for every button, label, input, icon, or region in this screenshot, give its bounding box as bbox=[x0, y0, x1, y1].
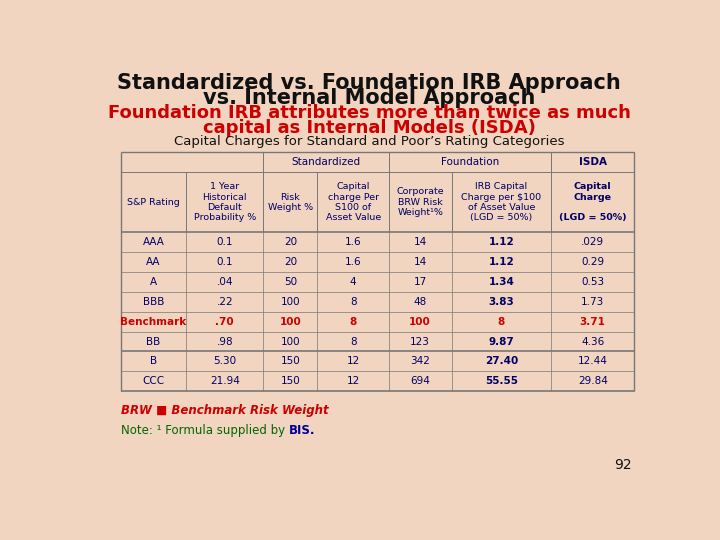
Text: 1.12: 1.12 bbox=[489, 237, 514, 247]
Text: 1.34: 1.34 bbox=[488, 277, 514, 287]
Text: CCC: CCC bbox=[143, 376, 165, 386]
Text: 14: 14 bbox=[413, 237, 427, 247]
Text: AAA: AAA bbox=[143, 237, 164, 247]
Text: Risk
Weight %: Risk Weight % bbox=[268, 193, 313, 212]
Text: Foundation IRB attributes more than twice as much: Foundation IRB attributes more than twic… bbox=[107, 104, 631, 122]
Text: 27.40: 27.40 bbox=[485, 356, 518, 367]
Text: 3.83: 3.83 bbox=[489, 297, 514, 307]
Text: BIS.: BIS. bbox=[289, 424, 315, 437]
Text: 100: 100 bbox=[281, 297, 300, 307]
Text: 12.44: 12.44 bbox=[577, 356, 608, 367]
Text: 29.84: 29.84 bbox=[577, 376, 608, 386]
Text: ISDA: ISDA bbox=[579, 157, 607, 167]
Text: 12: 12 bbox=[346, 356, 360, 367]
Text: BRW ■ Benchmark Risk Weight: BRW ■ Benchmark Risk Weight bbox=[121, 404, 328, 417]
Text: IRB Capital
Charge per $100
of Asset Value
(LGD = 50%): IRB Capital Charge per $100 of Asset Val… bbox=[462, 182, 541, 222]
Text: 0.1: 0.1 bbox=[217, 237, 233, 247]
Text: Benchmark: Benchmark bbox=[120, 317, 186, 327]
Text: 21.94: 21.94 bbox=[210, 376, 240, 386]
Text: Capital
Charge

(LGD = 50%): Capital Charge (LGD = 50%) bbox=[559, 182, 626, 222]
Text: capital as Internal Models (ISDA): capital as Internal Models (ISDA) bbox=[202, 119, 536, 137]
Text: 8: 8 bbox=[350, 336, 356, 347]
Text: 8: 8 bbox=[498, 317, 505, 327]
Text: 4: 4 bbox=[350, 277, 356, 287]
Text: 8: 8 bbox=[349, 317, 356, 327]
Text: 0.29: 0.29 bbox=[581, 257, 604, 267]
Text: .22: .22 bbox=[217, 297, 233, 307]
Text: 50: 50 bbox=[284, 277, 297, 287]
Text: 92: 92 bbox=[613, 458, 631, 472]
Text: .70: .70 bbox=[215, 317, 234, 327]
Text: 5.30: 5.30 bbox=[213, 356, 236, 367]
Text: Corporate
BRW Risk
Weight¹%: Corporate BRW Risk Weight¹% bbox=[396, 187, 444, 217]
Text: 342: 342 bbox=[410, 356, 430, 367]
Text: 4.36: 4.36 bbox=[581, 336, 604, 347]
Text: .98: .98 bbox=[217, 336, 233, 347]
Text: 1 Year
Historical
Default
Probability %: 1 Year Historical Default Probability % bbox=[194, 182, 256, 222]
Text: Capital Charges for Standard and Poor’s Rating Categories: Capital Charges for Standard and Poor’s … bbox=[174, 134, 564, 147]
Text: 48: 48 bbox=[413, 297, 427, 307]
Text: S&P Rating: S&P Rating bbox=[127, 198, 180, 207]
Text: 14: 14 bbox=[413, 257, 427, 267]
Text: 1.12: 1.12 bbox=[489, 257, 514, 267]
Text: .04: .04 bbox=[217, 277, 233, 287]
Text: AA: AA bbox=[146, 257, 161, 267]
Text: Foundation: Foundation bbox=[441, 157, 499, 167]
Text: vs. Internal Model Approach: vs. Internal Model Approach bbox=[203, 88, 535, 108]
Text: 0.53: 0.53 bbox=[581, 277, 604, 287]
Text: 17: 17 bbox=[413, 277, 427, 287]
Text: BB: BB bbox=[146, 336, 161, 347]
Text: 1.6: 1.6 bbox=[345, 257, 361, 267]
Text: 1.73: 1.73 bbox=[581, 297, 604, 307]
Text: 9.87: 9.87 bbox=[489, 336, 514, 347]
Text: 100: 100 bbox=[281, 336, 300, 347]
Text: BBB: BBB bbox=[143, 297, 164, 307]
Text: 100: 100 bbox=[409, 317, 431, 327]
Text: 123: 123 bbox=[410, 336, 430, 347]
Text: 150: 150 bbox=[281, 376, 300, 386]
Text: A: A bbox=[150, 277, 157, 287]
Text: .029: .029 bbox=[581, 237, 604, 247]
Text: Capital
charge Per
S100 of
Asset Value: Capital charge Per S100 of Asset Value bbox=[325, 182, 381, 222]
Text: 20: 20 bbox=[284, 237, 297, 247]
Text: Note: ¹ Formula supplied by: Note: ¹ Formula supplied by bbox=[121, 424, 289, 437]
Text: 8: 8 bbox=[350, 297, 356, 307]
Text: 1.6: 1.6 bbox=[345, 237, 361, 247]
Text: 55.55: 55.55 bbox=[485, 376, 518, 386]
Text: B: B bbox=[150, 356, 157, 367]
Text: Standardized vs. Foundation IRB Approach: Standardized vs. Foundation IRB Approach bbox=[117, 73, 621, 93]
Text: 0.1: 0.1 bbox=[217, 257, 233, 267]
Text: 12: 12 bbox=[346, 376, 360, 386]
Text: 3.71: 3.71 bbox=[580, 317, 606, 327]
Text: Standardized: Standardized bbox=[292, 157, 361, 167]
Text: 150: 150 bbox=[281, 356, 300, 367]
Text: 100: 100 bbox=[279, 317, 301, 327]
Text: 20: 20 bbox=[284, 257, 297, 267]
Text: 694: 694 bbox=[410, 376, 430, 386]
